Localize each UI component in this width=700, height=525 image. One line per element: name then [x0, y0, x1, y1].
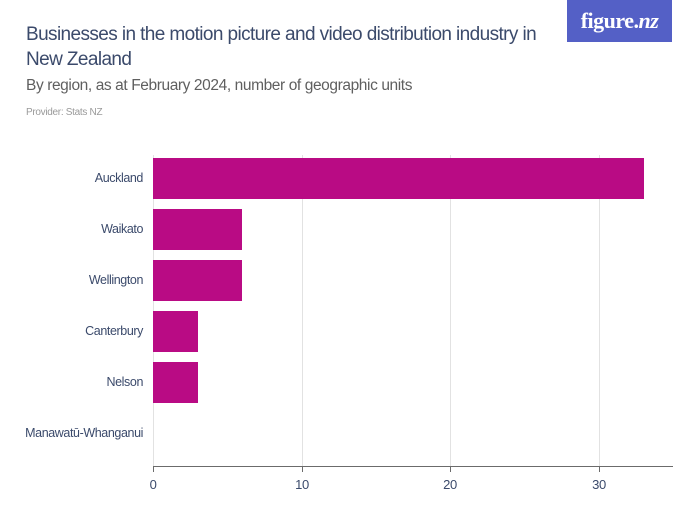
gridline [153, 155, 154, 466]
bar[interactable] [153, 260, 242, 301]
chart-title: Businesses in the motion picture and vid… [26, 24, 537, 70]
gridline [302, 155, 303, 466]
category-label: Nelson [106, 375, 143, 389]
category-label: Manawatū-Whanganui [25, 426, 143, 440]
x-axis-tick [302, 466, 303, 472]
category-label: Auckland [94, 171, 144, 185]
chart-subtitle: By region, as at February 2024, number o… [26, 77, 413, 94]
logo-text-accent: nz [638, 8, 659, 33]
provider-credit: Provider: Stats NZ [26, 107, 103, 118]
bar[interactable] [153, 158, 644, 199]
gridline [599, 155, 600, 466]
logo-text: figure. [580, 8, 639, 33]
bar[interactable] [153, 209, 242, 250]
x-axis-tick-label: 10 [295, 477, 309, 492]
x-axis-tick [599, 466, 600, 472]
figure-nz-logo[interactable]: figure. nz [567, 0, 672, 42]
bar[interactable] [153, 362, 198, 403]
category-label: Canterbury [85, 324, 143, 338]
x-axis-tick [450, 466, 451, 472]
x-axis-tick [153, 466, 154, 472]
category-label: Waikato [101, 222, 143, 236]
x-axis-tick-label: 20 [443, 477, 457, 492]
gridline [450, 155, 451, 466]
x-axis-tick-label: 0 [149, 477, 157, 492]
category-label: Wellington [88, 273, 144, 287]
x-axis-line [153, 466, 673, 467]
x-axis-tick-label: 30 [592, 477, 606, 492]
bar[interactable] [153, 311, 198, 352]
